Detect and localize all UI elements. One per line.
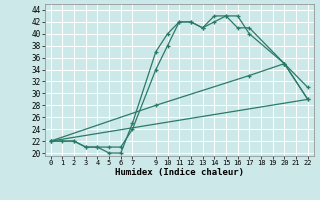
X-axis label: Humidex (Indice chaleur): Humidex (Indice chaleur) bbox=[115, 168, 244, 177]
